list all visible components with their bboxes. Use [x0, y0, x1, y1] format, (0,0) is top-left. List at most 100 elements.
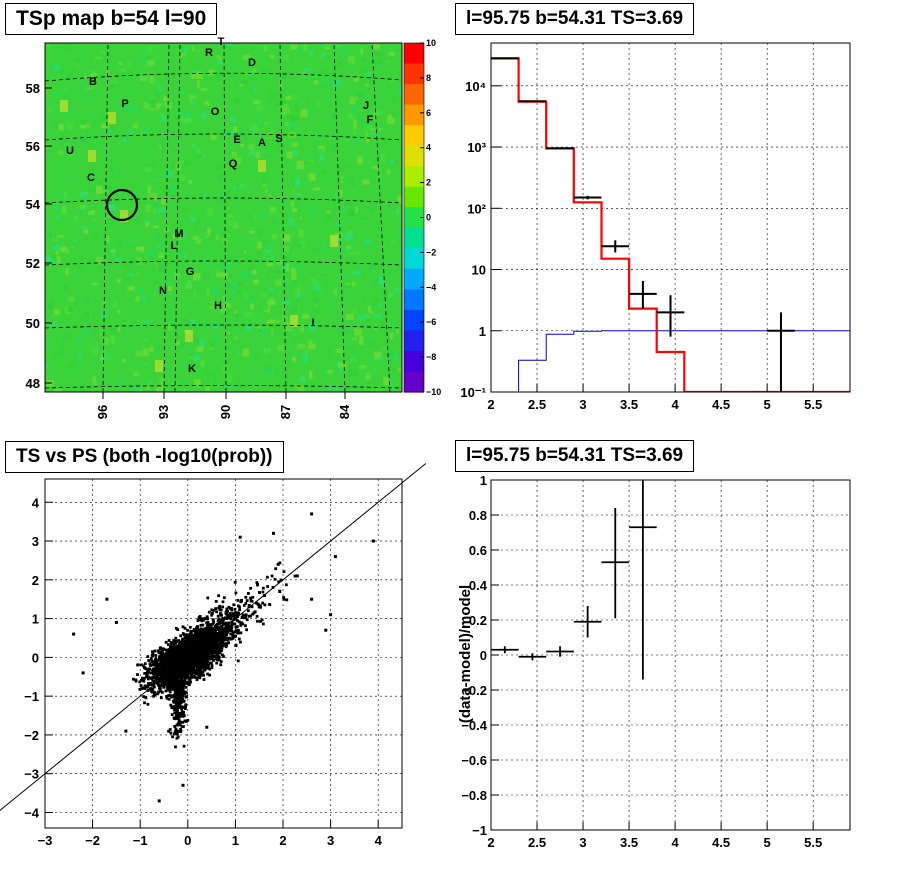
map-pixel: [189, 352, 195, 357]
map-pixel: [146, 194, 152, 202]
map-pixel: [129, 273, 134, 276]
map-pixel: [227, 220, 234, 226]
residual-y-tick-label: −0.6: [461, 753, 487, 768]
scatter-point: [207, 633, 211, 637]
residual-data-points: [491, 480, 657, 680]
map-pixel: [159, 377, 165, 386]
map-pixel: [290, 267, 297, 276]
map-pixel: [325, 214, 333, 221]
map-pixel: [366, 137, 370, 143]
map-pixel: [245, 324, 253, 331]
map-pixel: [223, 303, 232, 308]
scatter-x-tick-label: 4: [375, 833, 383, 848]
scatter-point: [143, 684, 147, 688]
map-pixel: [292, 201, 300, 207]
scatter-point: [161, 655, 164, 658]
scatter-point: [173, 711, 177, 715]
map-pixel: [147, 185, 151, 194]
map-pixel: [239, 84, 244, 87]
scatter-point: [194, 660, 198, 663]
map-pixel: [234, 97, 241, 104]
map-pixel: [101, 189, 108, 194]
scatter-point: [188, 647, 192, 650]
map-pixel: [143, 383, 147, 390]
map-pixel: [80, 317, 86, 321]
scatter-point: [160, 659, 163, 663]
map-pixel: [234, 336, 238, 341]
map-pixel: [220, 308, 227, 313]
source-label-o: O: [211, 106, 220, 118]
scatter-point: [183, 664, 186, 668]
scatter-point: [250, 599, 254, 603]
scatter-point: [245, 599, 249, 602]
source-label-l: L: [171, 240, 178, 252]
scatter-point: [217, 626, 221, 630]
colorbar-cell: [404, 309, 424, 332]
scatter-point: [179, 681, 182, 684]
scatter-point: [182, 660, 186, 664]
map-pixel: [102, 115, 106, 120]
scatter-point: [198, 667, 201, 671]
scatter-point: [156, 659, 159, 662]
scatter-point: [222, 622, 226, 626]
scatter-point: [165, 674, 169, 678]
map-pixel: [351, 281, 356, 286]
map-pixel: [187, 180, 193, 184]
scatter-point: [270, 574, 274, 578]
map-pixel: [202, 155, 206, 158]
map-pixel: [64, 306, 71, 314]
map-pixel: [136, 272, 141, 276]
map-pixel: [109, 167, 115, 172]
map-pixel: [99, 50, 105, 55]
map-pixel: [370, 89, 375, 92]
scatter-point: [186, 664, 190, 668]
scatter-point: [239, 640, 242, 644]
map-pixel: [266, 262, 274, 267]
scatter-point: [153, 685, 156, 689]
map-pixel: [195, 49, 201, 52]
scatter-point: [171, 642, 174, 645]
map-pixel: [227, 385, 234, 388]
scatter-point: [185, 636, 189, 640]
map-pixel: [135, 350, 143, 357]
map-pixel: [91, 283, 100, 286]
scatter-point: [259, 605, 262, 609]
scatter-point: [180, 686, 183, 690]
source-label-a: A: [258, 137, 266, 149]
map-pixel: [235, 157, 242, 165]
map-pixel: [286, 263, 290, 271]
map-pixel: [75, 59, 80, 63]
map-pixel: [243, 270, 251, 278]
map-pixel: [222, 192, 226, 198]
scatter-point: [170, 713, 174, 716]
map-pixel: [345, 72, 349, 79]
map-pixel: [329, 332, 332, 336]
map-pixel: [339, 367, 343, 374]
scatter-point: [177, 702, 181, 706]
map-pixel: [196, 345, 204, 352]
map-pixel: [267, 300, 276, 306]
map-pixel: [149, 255, 152, 263]
scatter-point: [168, 687, 172, 691]
scatter-point: [216, 614, 220, 618]
scatter-point: [183, 680, 187, 683]
scatter-point: [247, 592, 250, 595]
map-pixel: [213, 333, 218, 341]
scatter-point: [165, 683, 168, 687]
scatter-point: [151, 652, 155, 656]
scatter-point: [211, 622, 214, 626]
map-pixel: [254, 251, 262, 255]
scatter-point: [162, 685, 166, 689]
scatter-point: [195, 663, 199, 667]
scatter-point: [151, 689, 155, 693]
residual-y-tick-label: 0.8: [469, 508, 487, 523]
scatter-point: [177, 719, 181, 722]
map-pixel: [364, 314, 370, 319]
scatter-point: [164, 689, 168, 693]
scatter-point: [172, 700, 176, 703]
scatter-point: [161, 677, 165, 681]
map-pixel: [271, 254, 274, 263]
scatter-point: [238, 608, 241, 612]
map-pixel: [216, 234, 219, 240]
